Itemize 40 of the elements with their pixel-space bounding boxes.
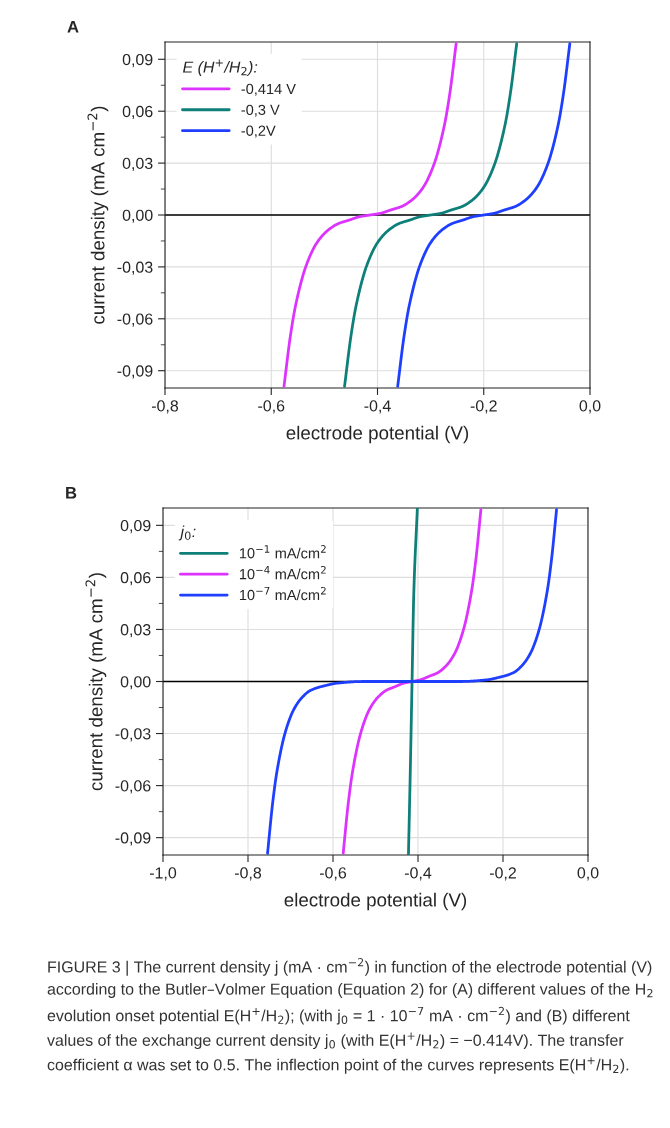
x-tick-label: -0,2 [470, 400, 497, 414]
x-axis-title: electrode potential (V) [284, 892, 467, 911]
y-tick-label: -0,06 [117, 313, 153, 327]
x-tick-label: -1,0 [149, 867, 177, 881]
y-tick-label: 0,00 [122, 209, 153, 223]
legend-label: 10$^{−7}$ mA/cm$^{2}$ [239, 586, 326, 601]
y-axis-title: current density (mA cm$^{−2}$) [87, 106, 109, 324]
y-tick-label: 0,00 [120, 676, 151, 690]
legend-title: E (H$^{+}$/H$_{2}$): [182, 59, 258, 76]
y-tick-label: 0,06 [120, 572, 151, 586]
x-tick-label: -0,2 [489, 867, 516, 881]
x-tick-label: -0,6 [319, 867, 347, 881]
x-tick-label: 0,0 [579, 400, 601, 414]
legend-label: -0,3 V [241, 104, 280, 117]
x-tick-label: -0,8 [234, 867, 262, 881]
text: A [67, 21, 79, 33]
legend-label: -0,2V [241, 125, 276, 138]
x-tick-label: -0,4 [364, 400, 391, 414]
text: FIGURE 3 | The current density j (mA · cm$^{−2}$) in function of the electrode potential (V) according to the Butler–Volmer Equation (Equation 2) for (A) different values of the H$_{2}$ evolution onset potential E(H$^{+}$/H$_{2}$); (with j$_{0}$ = 1 · 10$^{−7}$ mA · cm$^{−2}$) and (B) different values of the exchange current density j$_{0}$ (with E(H$^{+}$/H$_{2}$) = −0.414V). The transfer coefficient α was set to 0.5. The inflection point of the curves represents E(H$^{+}$/H$_{2}$). [47, 958, 653, 1074]
y-tick-label: -0,03 [115, 728, 151, 742]
x-tick-label: 0,0 [577, 867, 599, 881]
y-axis-title: current density (mA cm$^{−2}$) [85, 573, 107, 791]
x-tick-label: -0,4 [404, 867, 432, 881]
legend-label: -0,414 V [241, 83, 296, 96]
y-tick-label: 0,03 [122, 157, 153, 171]
y-tick-label: -0,06 [115, 780, 151, 794]
legend-title: j$_{0}$: [178, 525, 196, 541]
y-tick-label: 0,09 [120, 519, 151, 534]
y-tick-label: 0,09 [122, 53, 153, 68]
x-axis-title: electrode potential (V) [286, 425, 469, 444]
text: B [66, 487, 77, 499]
legend-label: 10$^{−4}$ mA/cm$^{2}$ [239, 565, 326, 580]
x-tick-label: -0,6 [258, 400, 285, 414]
x-tick-label: -0,8 [151, 400, 179, 414]
y-tick-label: -0,09 [115, 832, 151, 846]
y-tick-label: 0,03 [120, 624, 151, 638]
legend-label: 10$^{−1}$ mA/cm$^{2}$ [239, 545, 326, 559]
y-tick-label: -0,09 [117, 365, 153, 379]
y-tick-label: -0,03 [117, 261, 153, 275]
y-tick-label: 0,06 [122, 105, 153, 120]
